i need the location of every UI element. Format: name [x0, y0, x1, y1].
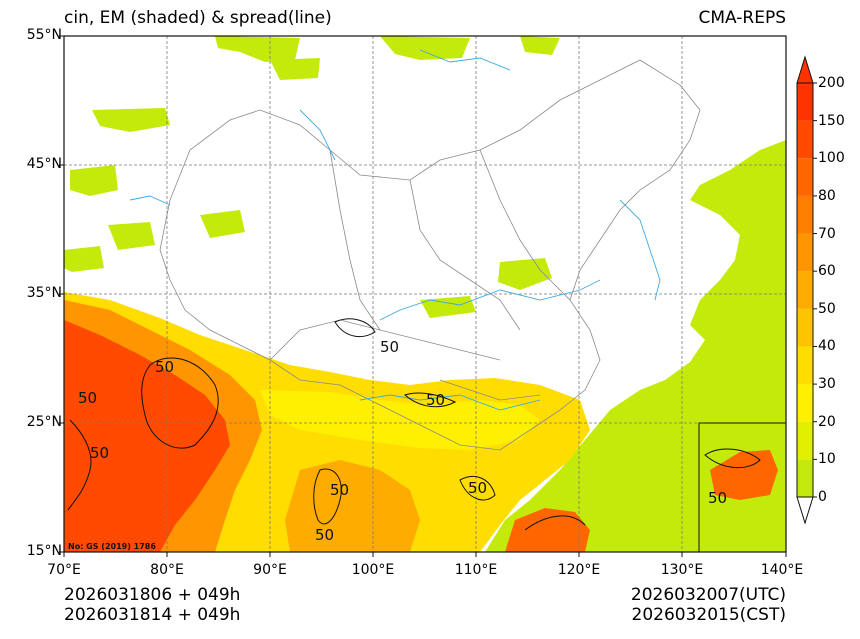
tick-marks	[59, 35, 787, 557]
lon-label-80e: 80°E	[150, 562, 184, 578]
shading-south-red	[64, 320, 230, 552]
rivers	[129, 49, 661, 411]
shading-south-yellow-band	[260, 390, 540, 450]
colorbar	[796, 55, 817, 525]
contour-label: 50	[155, 358, 174, 376]
lon-label-110e: 110°E	[454, 562, 498, 578]
colorbar-tick-label: 50	[818, 300, 836, 317]
contour-label: 50	[90, 444, 109, 462]
lon-label-130e: 130°E	[660, 562, 704, 578]
colorbar-segment	[797, 384, 813, 422]
graticule	[64, 36, 786, 552]
colorbar-segment	[797, 459, 813, 497]
lat-label-45n: 45°N	[26, 156, 62, 172]
init-time-block: 2026031806 + 049h 2026031814 + 049h	[64, 585, 240, 625]
contour-label: 50	[330, 481, 349, 499]
lat-label-55n: 55°N	[26, 27, 62, 43]
colorbar-extend-max	[796, 55, 814, 84]
colorbar-tick-label: 80	[818, 187, 836, 204]
colorbar-tick-label: 40	[818, 338, 836, 355]
contour-label: 50	[426, 391, 445, 409]
shading-red-east	[505, 508, 590, 552]
colorbar-tick-label: 150	[818, 112, 845, 129]
contour-label: 50	[708, 489, 727, 507]
shading-red-inset	[710, 450, 778, 500]
colorbar-segment	[797, 308, 813, 347]
lat-label-25n: 25°N	[26, 414, 62, 430]
map-watermark: No: GS (2019) 1786	[68, 542, 156, 551]
model-name: CMA-REPS	[698, 8, 786, 28]
colorbar-segment	[797, 233, 813, 272]
colorbar-outline	[796, 82, 814, 498]
lon-label-120e: 120°E	[557, 562, 601, 578]
init-time-cst: 2026031814 + 049h	[64, 605, 241, 625]
colorbar-tick-label: 10	[818, 451, 836, 468]
contour-label: 50	[78, 389, 97, 407]
init-time-utc: 2026031806 + 049h	[64, 585, 241, 605]
colorbar-tick-label: 60	[818, 263, 836, 280]
shading-indochina	[285, 460, 420, 552]
lon-label-100e: 100°E	[351, 562, 395, 578]
colorbar-segment	[797, 271, 813, 309]
shading-north	[64, 36, 560, 318]
colorbar-tick-label: 30	[818, 376, 836, 393]
inset-frame	[698, 422, 786, 552]
lon-label-70e: 70°E	[47, 562, 81, 578]
shading-east	[485, 140, 786, 552]
colorbar-extend-min	[796, 496, 814, 525]
boundaries	[159, 59, 701, 451]
lon-label-140e: 140°E	[760, 562, 804, 578]
valid-time-utc: 2026032007(UTC)	[630, 585, 786, 605]
contour-label: 50	[468, 479, 487, 497]
map-title: cin, EM (shaded) & spread(line)	[64, 8, 332, 28]
colorbar-segment	[797, 421, 813, 460]
colorbar-segment	[797, 158, 813, 196]
colorbar-segment	[797, 346, 813, 385]
valid-time-cst: 2026032015(CST)	[631, 605, 786, 625]
spread-contours	[67, 318, 761, 531]
colorbar-segment	[797, 120, 813, 159]
lat-label-15n: 15°N	[26, 543, 62, 559]
colorbar-segment	[797, 195, 813, 234]
colorbar-tick-label: 100	[818, 150, 845, 167]
colorbar-tick-label: 200	[818, 75, 845, 91]
contour-label: 50	[315, 526, 334, 544]
lon-label-90e: 90°E	[253, 562, 287, 578]
colorbar-tick-label: 20	[818, 413, 836, 430]
colorbar-segment	[797, 83, 813, 121]
contour-label: 50	[380, 338, 399, 356]
lat-label-35n: 35°N	[26, 285, 62, 301]
colorbar-tick-label: 70	[818, 225, 836, 242]
colorbar-tick-label: 0	[818, 489, 827, 505]
valid-time-block: 2026032007(UTC) 2026032015(CST)	[631, 585, 786, 625]
